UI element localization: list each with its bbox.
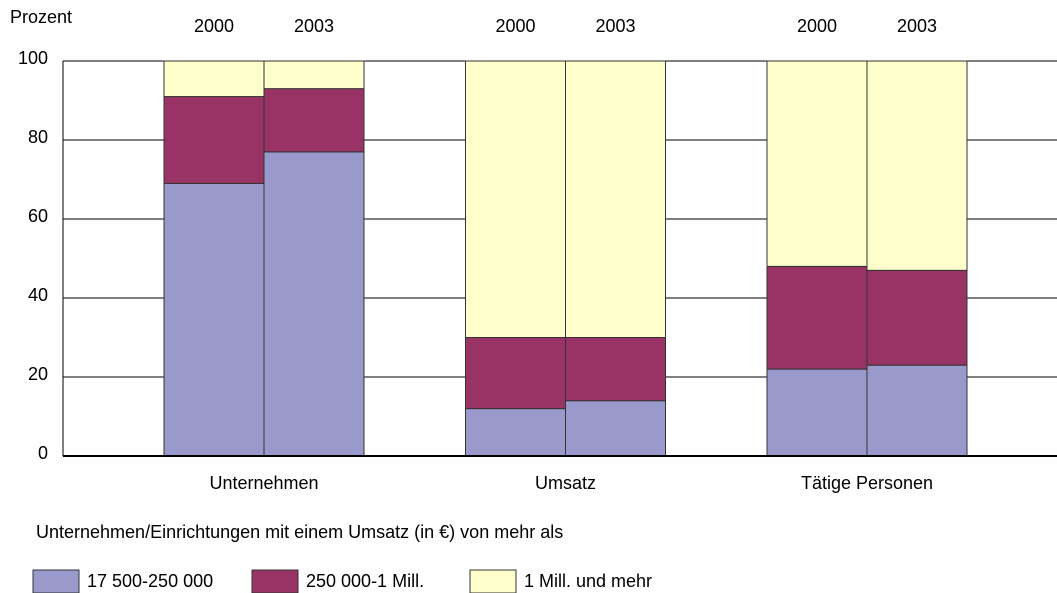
- bar-segment: [565, 337, 666, 402]
- bar-segment: [766, 60, 868, 267]
- y-axis-label: Prozent: [10, 7, 72, 27]
- bar-label: 2000: [194, 16, 234, 36]
- bar-segment: [163, 96, 265, 184]
- bar-segment: [163, 182, 265, 457]
- bar-segment: [263, 151, 365, 457]
- bar-label: 2003: [595, 16, 635, 36]
- y-tick-label: 20: [28, 364, 48, 384]
- y-tick-label: 40: [28, 285, 48, 305]
- y-tick-label: 60: [28, 206, 48, 226]
- y-tick-label: 80: [28, 127, 48, 147]
- bar-segment: [565, 400, 666, 457]
- bar-segment: [465, 337, 566, 410]
- legend-swatch: [469, 569, 517, 593]
- legend-swatch: [251, 569, 299, 593]
- group-label: Tätige Personen: [801, 473, 933, 493]
- bar-label: 2003: [294, 16, 334, 36]
- bar-segment: [565, 60, 666, 338]
- bar-segment: [163, 60, 265, 98]
- bar-label: 2000: [797, 16, 837, 36]
- legend-label: 17 500-250 000: [87, 571, 213, 591]
- bar-segment: [766, 265, 868, 370]
- bar-label: 2003: [897, 16, 937, 36]
- bar-segment: [263, 88, 365, 153]
- bar-segment: [866, 60, 968, 271]
- bar-segment: [866, 364, 968, 457]
- bar-segment: [866, 269, 968, 366]
- y-tick-label: 0: [38, 443, 48, 463]
- legend-label: 1 Mill. und mehr: [524, 571, 652, 591]
- y-tick-label: 100: [18, 48, 48, 68]
- legend-label: 250 000-1 Mill.: [306, 571, 424, 591]
- legend-swatch: [32, 569, 80, 593]
- group-label: Umsatz: [535, 473, 596, 493]
- group-label: Unternehmen: [209, 473, 318, 493]
- bar-label: 2000: [495, 16, 535, 36]
- legend-title: Unternehmen/Einrichtungen mit einem Umsa…: [36, 522, 563, 542]
- bar-segment: [263, 60, 365, 90]
- bar-segment: [766, 368, 868, 457]
- bar-segment: [465, 408, 566, 457]
- bar-segment: [465, 60, 566, 338]
